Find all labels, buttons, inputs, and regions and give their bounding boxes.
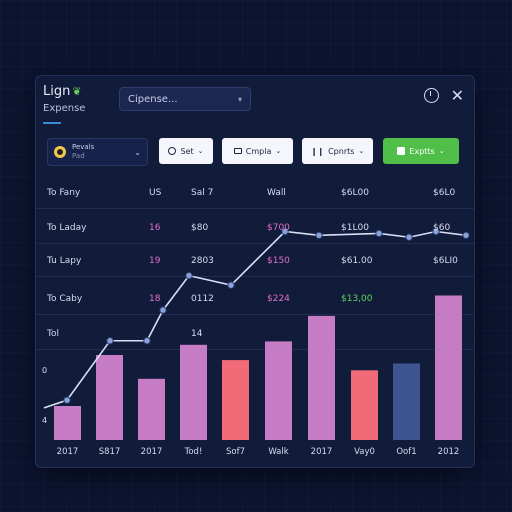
line-point <box>143 337 151 345</box>
row-divider <box>36 243 474 244</box>
line-point <box>462 231 470 240</box>
user-name: Pevals <box>72 143 95 151</box>
circle-icon <box>168 147 177 155</box>
avatar <box>54 146 66 158</box>
chevron-down-icon: ⌄ <box>197 147 204 155</box>
brand: Lign ❦ Expense <box>43 84 85 114</box>
x-tick-label: 2017 <box>140 447 163 457</box>
row-divider <box>36 314 474 315</box>
table-cell: $80 <box>191 223 209 233</box>
table-cell: $1L00 <box>341 223 369 233</box>
line-point <box>375 229 383 238</box>
set-button-label: Set <box>180 146 194 156</box>
x-tick-label: Oof1 <box>396 447 417 457</box>
export-button-label: Exptts <box>409 146 435 156</box>
app-title: Lign <box>43 84 71 99</box>
row-label: Tol <box>47 329 59 339</box>
search-dropdown[interactable]: Cipense... ▾ <box>119 87 251 111</box>
line-point <box>106 337 114 345</box>
x-tick-label: Vay0 <box>354 447 375 457</box>
table-cell: $6LI0 <box>433 256 458 266</box>
user-sub: Pad <box>72 152 85 160</box>
table-cell: $6L00 <box>341 188 369 198</box>
table-cell: 14 <box>191 329 203 339</box>
active-tab-indicator <box>43 122 61 124</box>
bar <box>54 406 81 440</box>
line-point <box>185 271 193 280</box>
table-cell: $61.00 <box>341 256 373 266</box>
row-label: To Fany <box>47 188 81 198</box>
line-point <box>315 231 323 240</box>
chevron-down-icon: ⌄ <box>438 147 445 155</box>
window-controls: ✕ <box>423 86 464 105</box>
card-icon <box>233 148 242 154</box>
chevron-down-icon: ⌄ <box>358 147 365 155</box>
expense-panel: Lign ❦ Expense Cipense... ▾ ✕ Pevals Pad… <box>35 75 475 468</box>
x-tick-label: Tod! <box>184 447 203 457</box>
bar <box>393 363 420 440</box>
pause-icon: ❙❙ <box>310 146 325 156</box>
search-value: Cipense... <box>128 93 178 105</box>
row-label: To Laday <box>47 223 87 233</box>
table-cell: 16 <box>149 223 161 233</box>
components-button-label: Cpnrts <box>328 146 355 156</box>
export-button[interactable]: Exptts ⌄ <box>383 138 459 164</box>
chevron-down-icon: ⌄ <box>275 147 282 155</box>
row-label: Tu Lapy <box>47 256 82 266</box>
export-icon <box>397 147 406 155</box>
line-point <box>432 227 440 236</box>
table-cell: 19 <box>149 256 161 266</box>
x-tick-label: 2017 <box>310 447 333 457</box>
close-icon[interactable]: ✕ <box>450 86 464 105</box>
components-button[interactable]: ❙❙ Cpnrts ⌄ <box>302 138 373 164</box>
y-tick-label: 0 <box>42 366 48 375</box>
x-tick-label: 2012 <box>437 447 460 457</box>
table-cell: $6L0 <box>433 188 456 198</box>
table-cell: $224 <box>267 294 290 304</box>
line-point <box>227 281 235 289</box>
table-cell: Sal 7 <box>191 188 214 198</box>
line-point <box>281 227 289 236</box>
table-cell: $150 <box>267 256 290 266</box>
table-cell: 0112 <box>191 294 214 304</box>
x-tick-label: Walk <box>268 447 289 457</box>
table-cell: 2803 <box>191 256 214 266</box>
set-button[interactable]: Set ⌄ <box>159 138 213 164</box>
compare-button[interactable]: Cmpla ⌄ <box>222 138 293 164</box>
row-divider <box>36 349 474 350</box>
table-cell: $13,00 <box>341 294 373 304</box>
line-point <box>63 396 71 404</box>
chevron-down-icon: ▾ <box>237 94 242 104</box>
expense-chart <box>43 227 470 440</box>
table-cell: 18 <box>149 294 161 304</box>
compare-button-label: Cmpla <box>245 146 272 156</box>
app-subtitle: Expense <box>43 103 86 114</box>
clock-icon[interactable] <box>423 88 439 103</box>
row-label: To Caby <box>47 294 83 304</box>
bar <box>308 315 335 440</box>
y-tick-label: 4 <box>42 416 48 425</box>
table-cell: Wall <box>267 188 286 198</box>
leaf-icon: ❦ <box>72 85 82 98</box>
bar <box>138 378 165 440</box>
bar <box>351 370 378 440</box>
x-tick-label: 2017 <box>56 447 79 457</box>
bar <box>180 344 207 440</box>
row-divider <box>36 208 474 209</box>
user-select[interactable]: Pevals Pad ⌄ <box>47 138 148 166</box>
table-cell: $700 <box>267 223 290 233</box>
line-point <box>405 233 413 241</box>
bar <box>265 341 292 440</box>
row-divider <box>36 276 474 277</box>
table-cell: US <box>149 188 162 198</box>
x-tick-label: S817 <box>98 447 121 457</box>
chevron-down-icon: ⌄ <box>134 147 141 157</box>
line-point <box>159 306 167 314</box>
bar <box>222 360 249 440</box>
x-tick-label: Sof7 <box>226 447 245 457</box>
bar <box>96 355 123 440</box>
table-cell: $60 <box>433 223 451 233</box>
bar <box>435 295 462 440</box>
